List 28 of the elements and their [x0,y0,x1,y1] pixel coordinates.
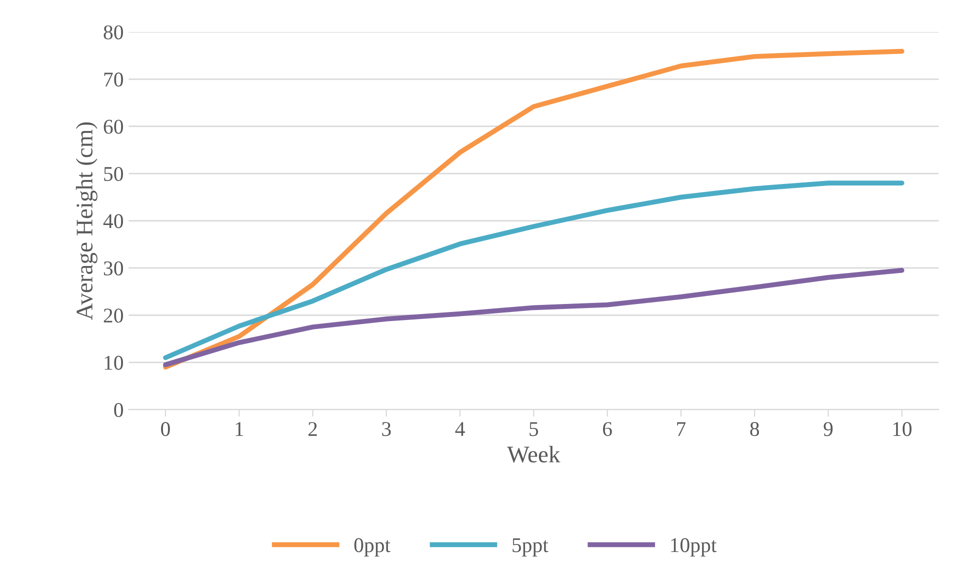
x-tick-label: 3 [382,422,391,436]
legend-label: 0ppt [354,538,390,556]
line-series [163,180,904,360]
x-tick-label: 0 [161,422,170,436]
y-tick-label: 20 [104,308,123,323]
line-series [163,268,904,368]
y-tick-label: 40 [103,214,123,228]
y-tick-label: 10 [104,356,123,370]
x-tick-label: 8 [750,422,760,436]
x-tick-label: 9 [824,422,833,436]
x-tick-label: 2 [308,422,317,436]
line-series [163,48,904,370]
y-tick-label: 0 [114,402,123,418]
x-tick-label: 10 [893,422,912,436]
y-axis-title: Average Height (cm) [76,122,98,320]
x-tick-label: 5 [530,422,538,436]
y-tick-label: 50 [104,166,123,182]
y-tick-label: 80 [104,25,123,40]
y-tick-label: 70 [104,72,123,87]
y-tick-label: 30 [104,261,123,276]
x-axis-title: Week [507,446,560,463]
legend-label: 5ppt [512,538,548,556]
x-tick-label: 7 [677,422,686,436]
x-tick-label: 6 [603,422,612,436]
x-tick-label: 4 [455,422,465,436]
legend-label: 10ppt [671,538,717,556]
x-tick-label: 1 [236,422,244,436]
y-tick-label: 60 [104,120,123,134]
